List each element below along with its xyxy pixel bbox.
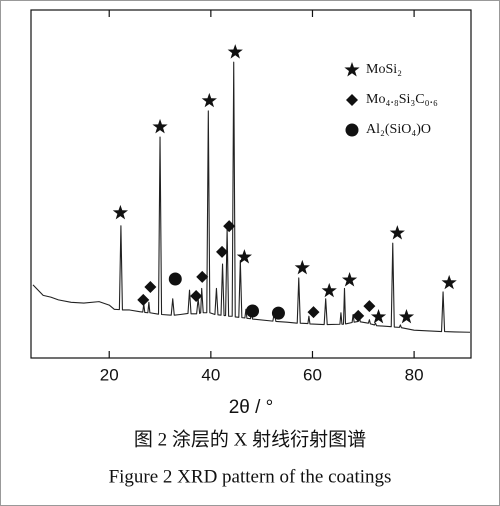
legend-symbol (344, 62, 360, 77)
phase-marker (236, 249, 252, 264)
phase-marker (137, 293, 150, 306)
caption-en: Figure 2 XRD pattern of the coatings (109, 466, 392, 487)
phase-marker (321, 282, 337, 298)
xrd-line (32, 61, 471, 333)
plot-frame (30, 9, 472, 359)
x-tick-label: 80 (405, 365, 424, 384)
phase-marker (246, 304, 260, 318)
phase-marker (201, 92, 217, 108)
phase-marker (271, 306, 285, 320)
legend-label: Mo₄.₈Si₃C₀.₆ (366, 92, 438, 107)
phase-marker (227, 44, 243, 59)
phase-marker (196, 270, 209, 283)
legend-symbol (345, 123, 359, 137)
phase-marker (223, 220, 236, 233)
phase-marker (389, 225, 405, 240)
phase-marker (190, 290, 203, 303)
phase-marker (352, 309, 365, 322)
phase-marker (370, 308, 387, 324)
x-tick-label: 60 (303, 365, 322, 384)
phase-marker (398, 308, 415, 324)
caption-cn: 图 2 涂层的 X 射线衍射图谱 (134, 428, 366, 450)
phase-marker (216, 245, 229, 258)
phase-marker (307, 306, 320, 319)
phase-marker (144, 281, 157, 294)
x-tick-label: 20 (100, 365, 119, 384)
phase-marker (363, 300, 376, 313)
legend-label: MoSi₂ (366, 62, 402, 77)
phase-marker (341, 272, 358, 287)
phase-marker (294, 259, 310, 275)
phase-marker (152, 118, 168, 134)
legend-label: Al₂(SiO₄)O (366, 122, 431, 137)
x-tick-label: 40 (201, 365, 220, 384)
phase-marker (441, 274, 457, 290)
legend-symbol (346, 94, 358, 106)
x-axis-title: 2θ / ° (229, 397, 274, 418)
phase-marker (168, 272, 182, 286)
phase-marker (112, 204, 129, 220)
